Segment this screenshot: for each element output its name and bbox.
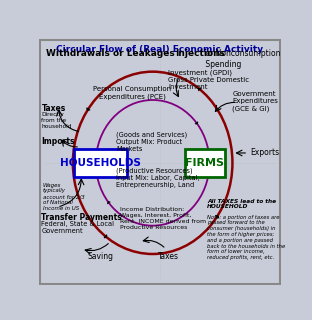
Text: (Productive Resources)
Input Mix: Labor, Capital,
Entrepreneurship, Land: (Productive Resources) Input Mix: Labor,… xyxy=(116,167,200,188)
Text: Taxes: Taxes xyxy=(41,104,66,113)
Text: Directly
from the
household: Directly from the household xyxy=(41,112,72,129)
Text: Saving: Saving xyxy=(88,252,114,261)
Text: Income Distribution:
Wages, Interest, Profit,
Rent. INCOME derived from
Producti: Income Distribution: Wages, Interest, Pr… xyxy=(120,207,206,229)
Text: Exports: Exports xyxy=(251,148,280,157)
Text: or Nonconsumption
 Spending: or Nonconsumption Spending xyxy=(203,50,281,69)
Text: Note: a portion of taxes are
passed forward to the
consumer (households) in
the : Note: a portion of taxes are passed forw… xyxy=(207,215,285,260)
FancyBboxPatch shape xyxy=(74,149,127,177)
Text: (Goods and Services)
Output Mix: Product
Markets: (Goods and Services) Output Mix: Product… xyxy=(116,132,188,152)
Text: Personal Consumption
Expenditures (PCE): Personal Consumption Expenditures (PCE) xyxy=(93,86,171,100)
Text: FIRMS: FIRMS xyxy=(185,158,224,168)
Text: HOUSEHOLDS: HOUSEHOLDS xyxy=(60,158,141,168)
Text: Investment (GPDI)
Gross Private Domestic
Investment: Investment (GPDI) Gross Private Domestic… xyxy=(168,69,250,90)
Text: Circular Flow of (Real) Economic Activity: Circular Flow of (Real) Economic Activit… xyxy=(56,44,263,53)
Text: Withdrawals or Leakages: Withdrawals or Leakages xyxy=(46,50,175,59)
Text: Wages
typically
account for 2/3
of National
Income in US: Wages typically account for 2/3 of Natio… xyxy=(43,182,84,211)
Text: All TAXES lead to the
HOUSEHOLD: All TAXES lead to the HOUSEHOLD xyxy=(207,198,276,209)
Text: Government
Expenditures
(GCE & GI): Government Expenditures (GCE & GI) xyxy=(232,92,278,112)
Text: Federal, State & Local
Government: Federal, State & Local Government xyxy=(41,221,115,234)
Text: Imports: Imports xyxy=(41,137,75,146)
Text: Transfer Payments: Transfer Payments xyxy=(41,213,122,222)
Text: Taxes: Taxes xyxy=(158,252,179,261)
Text: Injections: Injections xyxy=(176,50,226,59)
FancyBboxPatch shape xyxy=(185,149,225,177)
